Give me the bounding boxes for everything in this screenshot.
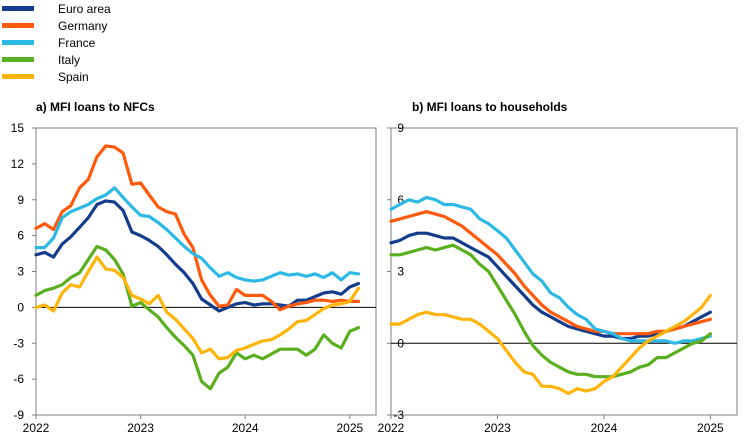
panel-b-title: b) MFI loans to households	[412, 100, 568, 114]
series-line-spain	[34, 255, 361, 361]
y-tick-label: 9	[17, 193, 24, 207]
y-tick-label: 6	[17, 229, 24, 243]
legend-item: Germany	[2, 19, 107, 33]
legend-label: Germany	[58, 19, 107, 33]
x-tick-label: 2023	[484, 421, 511, 435]
series-line-italy	[34, 244, 361, 391]
y-tick-label: 0	[17, 300, 24, 314]
series-line-france	[389, 195, 713, 345]
y-tick-label: 15	[11, 121, 25, 135]
panel-a-series	[34, 144, 361, 391]
series-line-germany	[389, 210, 713, 336]
legend-label: Italy	[58, 53, 80, 67]
x-tick-label: 2023	[127, 421, 154, 435]
panel-b-frame	[390, 127, 738, 416]
x-tick-label: 2025	[336, 421, 363, 435]
panel-b-series	[389, 195, 713, 396]
panel-a-x-axis: 2022 2023 2024 2025	[23, 415, 364, 435]
legend-item: France	[2, 36, 96, 50]
y-tick-label: 3	[17, 265, 24, 279]
y-tick-label: 3	[397, 265, 404, 279]
legend-swatch	[2, 57, 34, 62]
legend-swatch	[2, 74, 34, 79]
legend-label: Spain	[58, 70, 89, 84]
y-tick-label: 9	[397, 121, 404, 135]
legend-swatch	[2, 23, 34, 28]
series-line-euro-area	[34, 199, 361, 313]
panel-a-nfc-loans: a) MFI loans to NFCs 15 12 9 6 3 0 -3 -6 -9 2022…	[11, 100, 377, 435]
legend-swatch	[2, 40, 34, 45]
series-line-italy	[389, 243, 713, 379]
panel-a-title: a) MFI loans to NFCs	[36, 100, 155, 114]
legend-item: Spain	[2, 70, 89, 84]
series-line-spain	[389, 293, 713, 396]
y-tick-label: -3	[13, 336, 24, 350]
y-tick-label: -9	[13, 408, 24, 422]
series-line-germany	[34, 144, 361, 312]
legend-label: France	[58, 36, 96, 50]
panel-a-y-axis: 15 12 9 6 3 0 -3 -6 -9	[11, 121, 36, 422]
x-tick-label: 2024	[232, 421, 259, 435]
legend-item: Italy	[2, 53, 80, 67]
x-tick-label: 2025	[697, 421, 724, 435]
panel-b-x-axis: 2022 2023 2024 2025	[378, 415, 724, 435]
series-line-euro-area	[389, 231, 713, 341]
x-tick-label: 2022	[23, 421, 50, 435]
y-tick-label: -6	[13, 372, 24, 386]
series-line-france	[34, 186, 361, 283]
x-tick-label: 2024	[591, 421, 618, 435]
y-tick-label: 12	[11, 157, 25, 171]
legend: Euro area Germany France Italy Spain	[2, 2, 111, 84]
legend-item: Euro area	[2, 2, 111, 16]
y-tick-label: 6	[397, 193, 404, 207]
y-tick-label: -3	[393, 408, 404, 422]
legend-swatch	[2, 6, 34, 11]
x-tick-label: 2022	[378, 421, 405, 435]
legend-label: Euro area	[58, 2, 111, 16]
